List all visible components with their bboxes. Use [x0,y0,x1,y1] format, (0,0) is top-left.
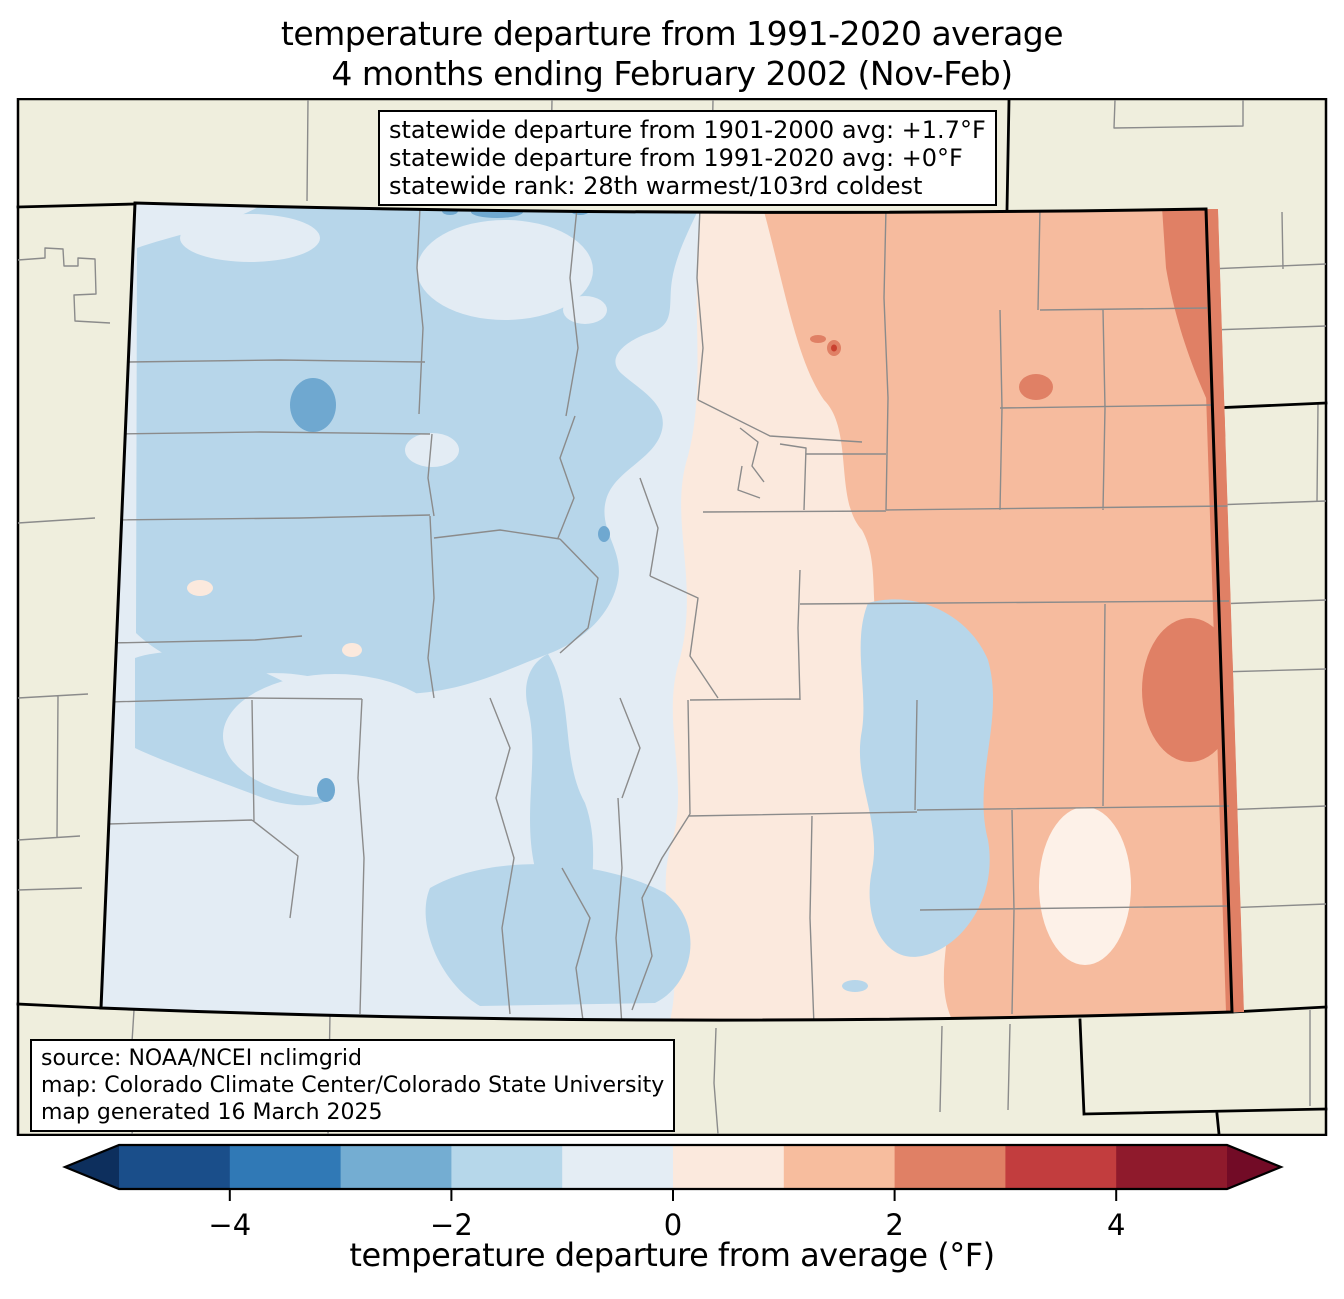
figure-title-line2: 4 months ending February 2002 (Nov-Feb) [331,54,1013,93]
tick-label-neg2: −2 [430,1208,473,1242]
stats-line-1991-2020: statewide departure from 1991-2020 avg: … [389,144,963,172]
colorado-departure-map [16,98,1328,1136]
colorbar: −4 −2 0 2 4 [62,1143,1284,1242]
stats-line-rank: statewide rank: 28th warmest/103rd colde… [389,172,923,200]
neighbor-state-borders [16,98,1328,1136]
colorbar-segments [119,1145,1228,1189]
colorbar-right-arrow [1227,1145,1281,1189]
tick-label-pos4: 4 [1107,1208,1125,1242]
figure-title-line1: temperature departure from 1991-2020 ave… [280,14,1064,53]
map-credit-line: map: Colorado Climate Center/Colorado St… [41,1073,665,1098]
generated-date-line: map generated 16 March 2025 [41,1100,383,1125]
statewide-stats-box: statewide departure from 1901-2000 avg: … [378,110,997,206]
figure-title: temperature departure from 1991-2020 ave… [0,14,1344,94]
stats-line-1901-2000: statewide departure from 1901-2000 avg: … [389,116,986,144]
source-line: source: NOAA/NCEI nclimgrid [41,1046,362,1071]
colorado-state-border [99,201,1234,1022]
tick-label-zero: 0 [664,1208,682,1242]
colorbar-left-arrow [65,1145,119,1189]
colorbar-outline [62,1143,1284,1191]
tick-label-pos2: 2 [885,1208,903,1242]
colorbar-axis-label: temperature departure from average (°F) [349,1236,995,1274]
colorbar-ticks [228,1189,1118,1201]
source-box: source: NOAA/NCEI nclimgrid map: Colorad… [30,1039,676,1132]
tick-label-neg4: −4 [208,1208,251,1242]
colorado-county-lines [107,207,1230,1021]
colorado-contour-fills [101,203,1244,1021]
